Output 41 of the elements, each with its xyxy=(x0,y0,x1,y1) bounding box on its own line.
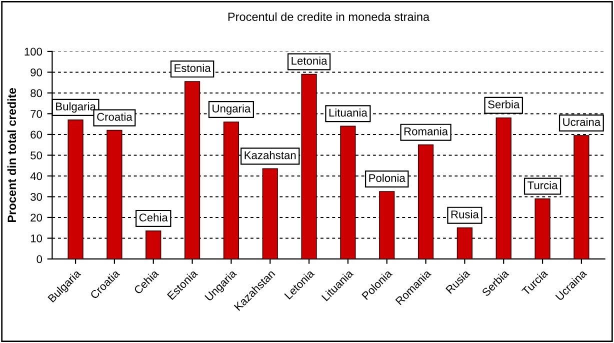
y-tick-label: 30 xyxy=(30,192,42,201)
y-tick-label: 40 xyxy=(30,172,42,180)
bar xyxy=(418,144,434,259)
bar xyxy=(184,81,200,259)
bar xyxy=(223,122,240,259)
annotation: Romania xyxy=(404,127,448,136)
annotation: Ungaria xyxy=(212,104,251,115)
annotation: Bulgaria xyxy=(56,102,96,113)
annotation: Rusia xyxy=(451,210,479,218)
bar xyxy=(262,168,278,259)
chart-title: Procentul de credite in moneda straina xyxy=(228,12,430,22)
y-tick-label: 60 xyxy=(30,130,42,139)
y-tick-label: 70 xyxy=(30,110,42,118)
bar xyxy=(146,230,162,259)
annotation: Turcia xyxy=(528,181,558,190)
bar xyxy=(340,126,356,259)
annotation: Lituania xyxy=(329,108,368,117)
bar xyxy=(456,227,473,259)
annotation: Letonia xyxy=(292,56,328,65)
annotation: Croatia xyxy=(97,112,132,121)
annotation: Estonia xyxy=(174,64,211,72)
bar xyxy=(68,120,84,259)
y-tick-label: 0 xyxy=(36,255,42,264)
bar xyxy=(496,117,512,259)
y-tick-label: 100 xyxy=(24,48,42,56)
annotation: Kazahstan xyxy=(244,151,296,160)
y-tick-label: 50 xyxy=(30,151,42,160)
bar xyxy=(574,135,590,259)
y-tick-label: 90 xyxy=(30,68,42,76)
annotation: Ucraina xyxy=(563,118,601,126)
annotation: Serbia xyxy=(488,100,520,108)
bar xyxy=(301,74,317,259)
y-axis-title: Procent din total credite xyxy=(7,88,16,222)
y-tick-label: 80 xyxy=(30,89,42,98)
bar xyxy=(106,130,122,259)
y-tick-label: 10 xyxy=(30,234,42,242)
annotation: Cehia xyxy=(139,213,168,222)
annotation: Polonia xyxy=(369,174,406,182)
bar xyxy=(534,198,550,259)
bar xyxy=(379,191,395,259)
y-tick-label: 20 xyxy=(30,214,42,222)
